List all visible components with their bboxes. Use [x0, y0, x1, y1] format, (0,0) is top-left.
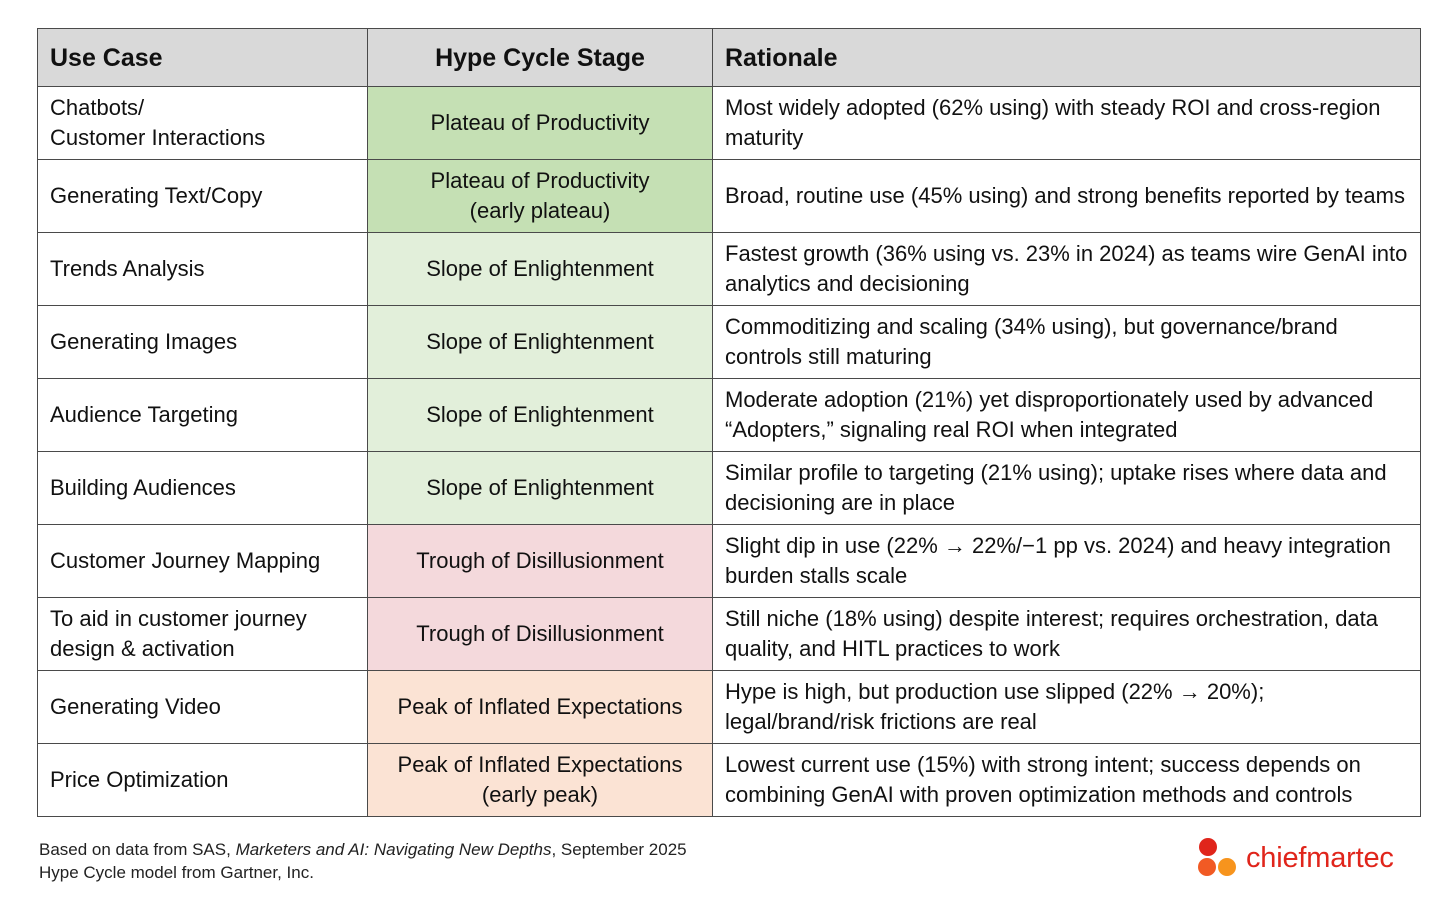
source-prefix: Based on data from SAS, — [39, 840, 236, 859]
stage-text: Peak of Inflated Expectations — [397, 694, 683, 719]
stage-cell: Slope of Enlightenment — [367, 232, 713, 306]
rationale-cell: Similar profile to targeting (21% using)… — [712, 451, 1421, 525]
use-case-text: Customer Journey Mapping — [50, 548, 321, 573]
use-case-cell: Generating Text/Copy — [37, 159, 368, 233]
stage-qualifier: (early peak) — [481, 782, 599, 807]
use-case-text: Price Optimization — [50, 767, 229, 792]
rationale-cell: Still niche (18% using) despite interest… — [712, 597, 1421, 671]
stage-cell: Peak of Inflated Expectations (early peak… — [367, 743, 713, 817]
table-row: Generating Images Slope of Enlightenment C… — [37, 305, 1421, 379]
three-dots-logo-icon — [1198, 838, 1236, 876]
stage-qualifier: (early plateau) — [469, 198, 611, 223]
use-case-cell: To aid in customer journey design & activ… — [37, 597, 368, 671]
rationale-cell: Hype is high, but production use slipped… — [712, 670, 1421, 744]
table-row: Customer Journey Mapping Trough of Disill… — [37, 524, 1421, 598]
stage-text: Slope of Enlightenment — [426, 329, 654, 354]
table-row: Trends Analysis Slope of Enlightenment Fas… — [37, 232, 1421, 306]
use-case-text: Generating Video — [50, 694, 221, 719]
stage-text: Trough of Disillusionment — [416, 548, 664, 573]
table-body: Chatbots/Customer Interactions Plateau of… — [37, 86, 1421, 817]
stage-cell: Peak of Inflated Expectations — [367, 670, 713, 744]
source-citation: Based on data from SAS, Marketers and AI… — [39, 838, 687, 861]
use-case-text: Audience Targeting — [50, 402, 238, 427]
rationale-cell: Commoditizing and scaling (34% using), b… — [712, 305, 1421, 379]
rationale-cell: Fastest growth (36% using vs. 23% in 202… — [712, 232, 1421, 306]
source-footer: Based on data from SAS, Marketers and AI… — [39, 838, 687, 884]
stage-text: Plateau of Productivity — [430, 168, 650, 193]
use-case-cell: Trends Analysis — [37, 232, 368, 306]
rationale-cell: Broad, routine use (45% using) and stron… — [712, 159, 1421, 233]
stage-text: Slope of Enlightenment — [426, 402, 654, 427]
table-row: Generating Video Peak of Inflated Expecta… — [37, 670, 1421, 744]
use-case-cell: Building Audiences — [37, 451, 368, 525]
stage-text: Slope of Enlightenment — [426, 256, 654, 281]
logo-text: chiefmartec — [1246, 841, 1394, 874]
stage-cell: Trough of Disillusionment — [367, 597, 713, 671]
rationale-cell: Moderate adoption (21%) yet disproportio… — [712, 378, 1421, 452]
use-case-text: Generating Text/Copy — [50, 183, 263, 208]
use-case-cell: Generating Images — [37, 305, 368, 379]
use-case-text: To aid in customer journey — [50, 606, 307, 631]
rationale-cell: Most widely adopted (62% using) with ste… — [712, 86, 1421, 160]
use-case-cell: Customer Journey Mapping — [37, 524, 368, 598]
stage-cell: Slope of Enlightenment — [367, 451, 713, 525]
rationale-cell: Slight dip in use (22% → 22%/−1 pp vs. 2… — [712, 524, 1421, 598]
use-case-text: Building Audiences — [50, 475, 236, 500]
source-suffix: , September 2025 — [551, 840, 687, 859]
hype-cycle-table: Use Case Hype Cycle Stage Rationale Chat… — [37, 28, 1421, 817]
table-row: Chatbots/Customer Interactions Plateau of… — [37, 86, 1421, 160]
use-case-text: Generating Images — [50, 329, 238, 354]
stage-cell: Plateau of Productivity (early plateau) — [367, 159, 713, 233]
stage-cell: Slope of Enlightenment — [367, 378, 713, 452]
stage-cell: Slope of Enlightenment — [367, 305, 713, 379]
use-case-cell: Price Optimization — [37, 743, 368, 817]
source-title: Marketers and AI: Navigating New Depths — [235, 840, 552, 859]
table-row: Price Optimization Peak of Inflated Expec… — [37, 743, 1421, 817]
stage-cell: Plateau of Productivity — [367, 86, 713, 160]
use-case-cell: Audience Targeting — [37, 378, 368, 452]
table-header-row: Use Case Hype Cycle Stage Rationale — [37, 28, 1421, 87]
table-row: Audience Targeting Slope of Enlightenment… — [37, 378, 1421, 452]
chiefmartec-logo: chiefmartec — [1196, 836, 1394, 880]
header-hype-cycle-stage: Hype Cycle Stage — [367, 28, 713, 87]
header-use-case: Use Case — [37, 28, 368, 87]
table-row: To aid in customer journey design & activ… — [37, 597, 1421, 671]
rationale-cell: Lowest current use (15%) with strong int… — [712, 743, 1421, 817]
use-case-text: Customer Interactions — [50, 125, 266, 150]
header-rationale: Rationale — [712, 28, 1421, 87]
stage-text: Slope of Enlightenment — [426, 475, 654, 500]
stage-text: Peak of Inflated Expectations — [397, 752, 683, 777]
use-case-text: Trends Analysis — [50, 256, 205, 281]
stage-text: Plateau of Productivity — [430, 110, 650, 135]
use-case-cell: Chatbots/Customer Interactions — [37, 86, 368, 160]
model-note: Hype Cycle model from Gartner, Inc. — [39, 863, 314, 882]
stage-text: Trough of Disillusionment — [416, 621, 664, 646]
stage-cell: Trough of Disillusionment — [367, 524, 713, 598]
use-case-text: Chatbots/ — [50, 95, 145, 120]
table-row: Building Audiences Slope of Enlightenment… — [37, 451, 1421, 525]
use-case-cell: Generating Video — [37, 670, 368, 744]
table-row: Generating Text/Copy Plateau of Productiv… — [37, 159, 1421, 233]
use-case-text: design & activation — [50, 636, 235, 661]
